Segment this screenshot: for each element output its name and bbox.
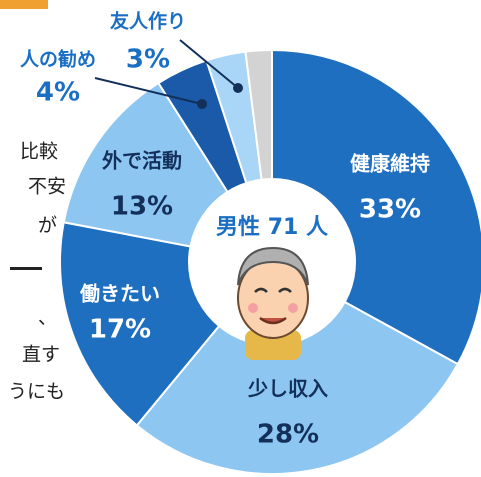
slice-label: 働きたい xyxy=(79,282,160,306)
text-fragment: 不安 xyxy=(28,176,66,198)
leader-line xyxy=(179,39,239,89)
text-fragment: 直す xyxy=(22,344,60,366)
value-label: 13% xyxy=(111,192,173,222)
center-label: 男性 71 人 xyxy=(216,215,328,240)
text-fragment: 、 xyxy=(38,307,57,329)
slice-label: 人の勧め xyxy=(20,48,96,71)
leader-line xyxy=(94,77,203,105)
slice-label: 外で活動 xyxy=(102,149,182,173)
slice-label: 友人作り xyxy=(110,10,186,33)
value-label: 33% xyxy=(359,195,421,225)
value-label: 4% xyxy=(36,78,80,108)
slice xyxy=(135,260,460,475)
orange-tab xyxy=(0,0,48,9)
value-label: 28% xyxy=(257,420,319,450)
rule xyxy=(10,267,42,270)
leader-dot xyxy=(197,99,207,109)
text-fragment: うにも xyxy=(8,381,65,403)
value-label: 17% xyxy=(89,315,151,345)
text-fragment: 比較 xyxy=(20,141,58,163)
slice-label: 少し収入 xyxy=(247,377,328,401)
slice-label: 健康維持 xyxy=(350,152,430,176)
value-label: 3% xyxy=(126,45,170,75)
leader-dot xyxy=(233,83,243,93)
face-icon xyxy=(237,246,309,360)
text-fragment: が xyxy=(38,215,57,237)
